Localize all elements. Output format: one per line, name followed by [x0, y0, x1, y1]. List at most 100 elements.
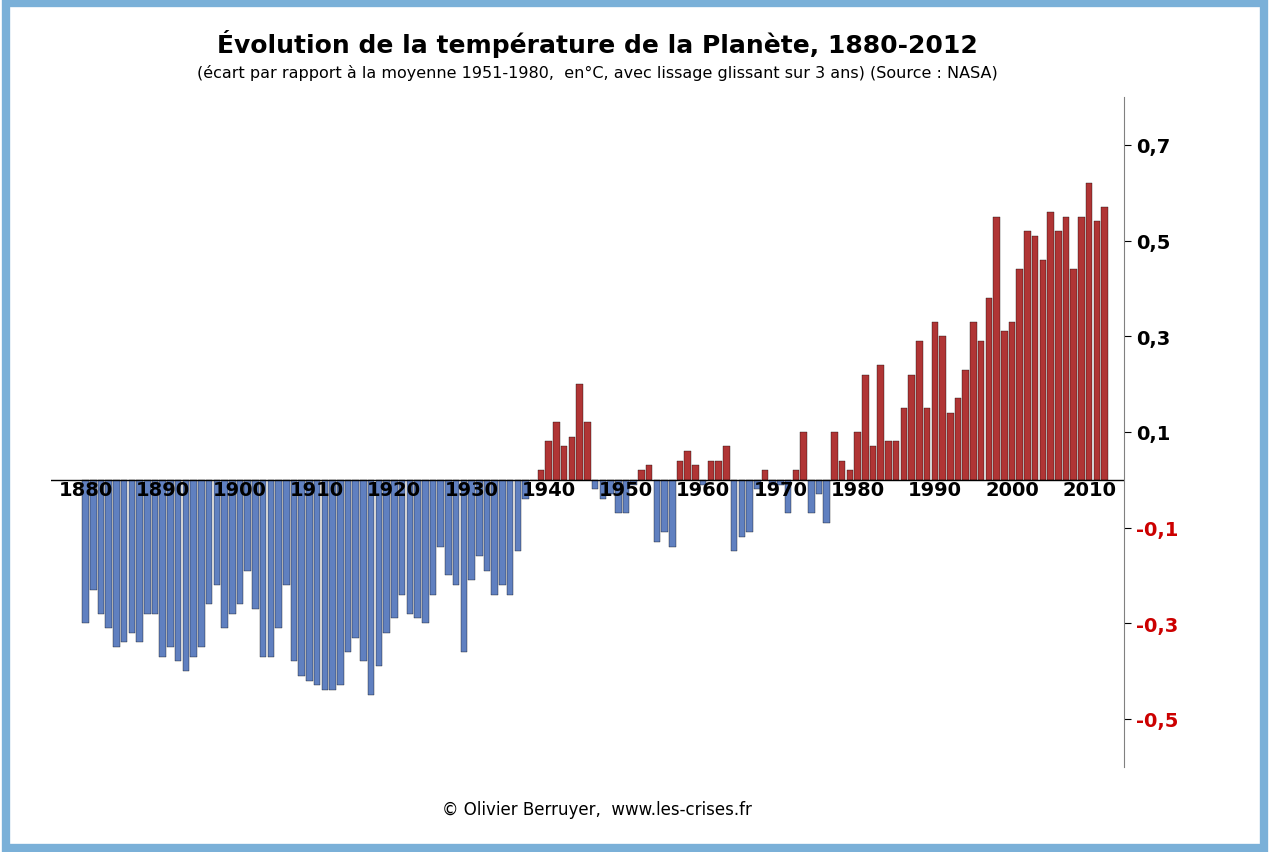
Bar	[160, 481, 166, 657]
Text: 1990: 1990	[908, 481, 961, 499]
Bar	[923, 408, 931, 481]
Bar	[361, 481, 367, 662]
Bar	[422, 481, 428, 624]
Bar	[554, 423, 560, 481]
Bar	[770, 481, 776, 485]
Bar	[198, 481, 204, 648]
Bar	[963, 371, 969, 481]
Bar	[599, 481, 606, 499]
Bar	[738, 481, 745, 538]
Bar	[622, 481, 629, 514]
Bar	[1093, 222, 1100, 481]
Bar	[414, 481, 420, 619]
Bar	[514, 481, 521, 552]
Bar	[437, 481, 444, 547]
Text: (écart par rapport à la moyenne 1951-1980,  en°C, avec lissage glissant sur 3 an: (écart par rapport à la moyenne 1951-198…	[197, 65, 997, 81]
Bar	[792, 470, 799, 481]
Bar	[113, 481, 119, 648]
Bar	[777, 481, 784, 485]
Bar	[151, 481, 159, 614]
Bar	[607, 481, 613, 494]
Bar	[839, 461, 846, 481]
Bar	[723, 446, 730, 481]
Bar	[569, 437, 575, 481]
Bar	[955, 399, 961, 481]
Bar	[931, 323, 939, 481]
Bar	[229, 481, 235, 614]
Bar	[940, 337, 946, 481]
Text: Évolution de la température de la Planète, 1880-2012: Évolution de la température de la Planèt…	[216, 30, 978, 58]
Bar	[1048, 213, 1054, 481]
Text: 1950: 1950	[599, 481, 653, 499]
Bar	[236, 481, 244, 604]
Bar	[406, 481, 413, 614]
Bar	[747, 481, 753, 532]
Bar	[646, 466, 653, 481]
Bar	[615, 481, 621, 514]
Bar	[893, 442, 899, 481]
Text: 1960: 1960	[676, 481, 730, 499]
Bar	[306, 481, 312, 681]
Bar	[823, 481, 831, 523]
Bar	[847, 470, 853, 481]
Bar	[283, 481, 290, 585]
Bar	[384, 481, 390, 633]
Bar	[677, 461, 683, 481]
Bar	[476, 481, 483, 556]
Bar	[685, 452, 691, 481]
Bar	[444, 481, 452, 576]
Bar	[561, 446, 568, 481]
Bar	[978, 342, 984, 481]
Bar	[128, 481, 135, 633]
Bar	[429, 481, 437, 595]
Bar	[870, 446, 876, 481]
Bar	[908, 375, 914, 481]
Bar	[175, 481, 182, 662]
Bar	[947, 413, 954, 481]
Bar	[1040, 261, 1046, 481]
Bar	[1024, 232, 1031, 481]
Bar	[993, 217, 999, 481]
Bar	[785, 481, 791, 514]
Bar	[453, 481, 460, 585]
Bar	[244, 481, 251, 571]
Bar	[1033, 237, 1039, 481]
Bar	[730, 481, 738, 552]
Bar	[638, 470, 645, 481]
Bar	[321, 481, 328, 690]
Text: 1900: 1900	[213, 481, 267, 499]
Bar	[221, 481, 227, 628]
Bar	[754, 481, 761, 490]
Text: 1920: 1920	[367, 481, 422, 499]
Bar	[537, 470, 545, 481]
Bar	[206, 481, 212, 604]
Bar	[1008, 323, 1015, 481]
Bar	[862, 375, 869, 481]
Bar	[1101, 208, 1107, 481]
Bar	[98, 481, 104, 614]
Bar	[800, 433, 806, 481]
Bar	[654, 481, 660, 542]
Bar	[344, 481, 352, 652]
Text: 1880: 1880	[58, 481, 113, 499]
Bar	[368, 481, 375, 695]
Text: 1890: 1890	[136, 481, 189, 499]
Bar	[190, 481, 197, 657]
Bar	[692, 466, 699, 481]
Bar	[298, 481, 305, 676]
Bar	[253, 481, 259, 609]
Bar	[855, 433, 861, 481]
Text: 2000: 2000	[986, 481, 1039, 499]
Bar	[260, 481, 267, 657]
Bar	[469, 481, 475, 580]
Bar	[168, 481, 174, 648]
Bar	[1001, 332, 1007, 481]
Bar	[399, 481, 405, 595]
Bar	[337, 481, 344, 686]
Bar	[762, 470, 768, 481]
Text: 1910: 1910	[290, 481, 344, 499]
Bar	[669, 481, 676, 547]
Bar	[391, 481, 398, 619]
Bar	[546, 442, 552, 481]
Text: 2010: 2010	[1062, 481, 1116, 499]
